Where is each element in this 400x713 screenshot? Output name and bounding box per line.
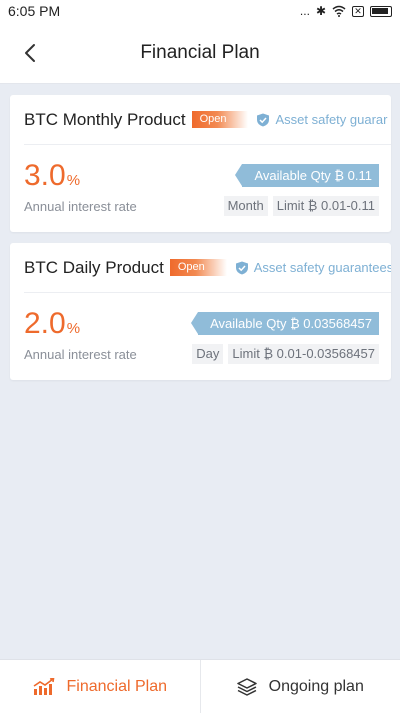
- wifi-icon: [332, 5, 346, 17]
- product-name: BTC Monthly Product: [24, 109, 186, 129]
- shield-check-icon: [257, 113, 270, 126]
- rate-unit: %: [66, 320, 81, 337]
- bar-chart-icon: [33, 677, 54, 695]
- chevron-left-icon[interactable]: [18, 40, 42, 66]
- bottom-tab-bar: Financial Plan Ongoing plan: [0, 659, 400, 713]
- rate-label: Annual interest rate: [24, 199, 137, 214]
- tab-ongoing-plan[interactable]: Ongoing plan: [201, 660, 400, 713]
- product-name: BTC Daily Product: [24, 257, 164, 277]
- tab-label: Ongoing plan: [268, 677, 364, 695]
- safety-note: Asset safety guarar: [256, 112, 387, 127]
- safety-text: Asset safety guarantees: [253, 260, 391, 275]
- limit-chip: Limit ₿ 0.01-0.03568457: [228, 344, 379, 364]
- card-header: BTC Monthly Product Open Asset safety gu…: [24, 95, 391, 145]
- status-time: 6:05 PM: [8, 3, 61, 19]
- battery-icon: [370, 5, 392, 17]
- layers-icon: [236, 677, 257, 696]
- rate-label: Annual interest rate: [24, 347, 137, 362]
- card-header: BTC Daily Product Open Asset safety guar…: [24, 243, 391, 293]
- interest-rate: 2.0%: [24, 309, 80, 344]
- rate-value: 3.0: [24, 159, 66, 192]
- safety-text: Asset safety guarar: [275, 112, 388, 127]
- interest-rate: 3.0%: [24, 161, 80, 196]
- limit-chip: Limit ₿ 0.01-0.11: [272, 196, 379, 216]
- product-card-daily[interactable]: BTC Daily Product Open Asset safety guar…: [10, 243, 391, 380]
- period-chip: Day: [192, 344, 224, 364]
- rate-unit: %: [66, 172, 81, 189]
- status-icons: ... ✱ ✕: [300, 4, 392, 18]
- status-badge: Open: [191, 111, 249, 128]
- tab-financial-plan[interactable]: Financial Plan: [0, 660, 201, 713]
- tab-label: Financial Plan: [66, 677, 168, 695]
- more-dots-icon: ...: [299, 4, 310, 18]
- safety-note: Asset safety guarantees: [235, 260, 391, 275]
- bluetooth-icon: ✱: [315, 4, 326, 18]
- period-chip: Month: [223, 196, 268, 216]
- product-meta: Month Limit ₿ 0.01-0.11: [223, 196, 379, 216]
- close-box-icon: ✕: [352, 5, 364, 17]
- available-qty-tag: Available Qty ₿ 0.11: [235, 164, 379, 187]
- status-badge: Open: [169, 259, 227, 276]
- rate-value: 2.0: [24, 307, 66, 340]
- available-qty-tag: Available Qty ₿ 0.03568457: [191, 312, 379, 335]
- status-bar: 6:05 PM ... ✱ ✕: [0, 0, 400, 22]
- header: Financial Plan: [0, 22, 400, 84]
- product-meta: Day Limit ₿ 0.01-0.03568457: [192, 344, 379, 364]
- page-title: Financial Plan: [140, 42, 260, 63]
- product-card-monthly[interactable]: BTC Monthly Product Open Asset safety gu…: [10, 95, 391, 232]
- shield-check-icon: [235, 261, 248, 274]
